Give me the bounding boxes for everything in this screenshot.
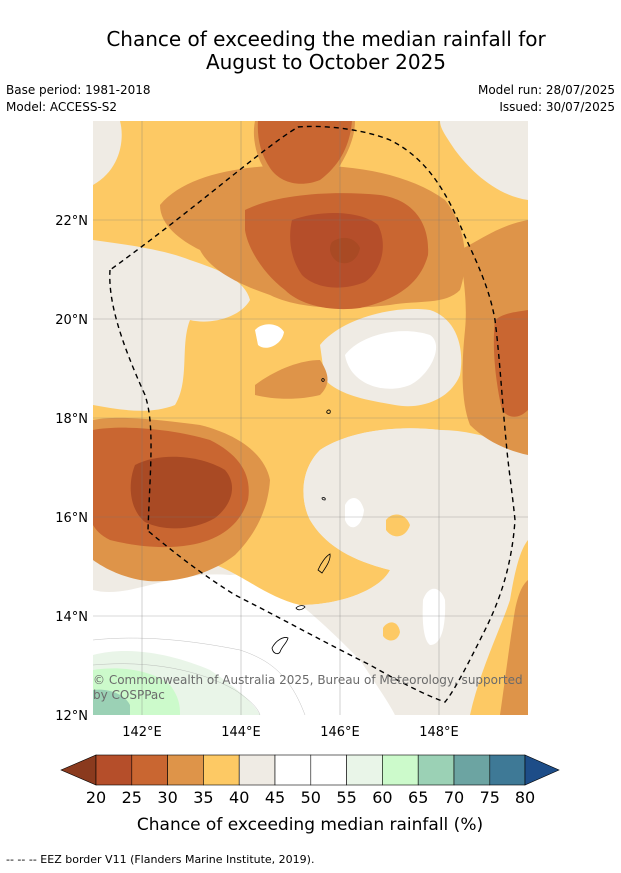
region-neutral-nw [93, 121, 122, 185]
lat-label-22n: 22°N [55, 214, 88, 229]
gridlines [93, 121, 528, 715]
title-line-2: August to October 2025 [205, 50, 447, 74]
meta-right: Model run: 28/07/2025 Issued: 30/07/2025 [478, 82, 615, 116]
copyright-line-2: by COSPPac [93, 688, 165, 702]
region-neutral-west [93, 240, 250, 411]
contour-lines [93, 637, 306, 715]
colorbar-bin-75-80 [489, 754, 526, 786]
colorbar-tick: 25 [122, 788, 142, 807]
colorbar-ticks: 20 25 30 35 40 45 50 55 60 65 70 75 80 [86, 788, 535, 807]
map-plot-area: © Commonwealth of Australia 2025, Bureau… [93, 121, 528, 715]
colorbar-bin-55-60 [346, 754, 383, 786]
region-25-west [130, 456, 233, 529]
lon-label-144e: 144°E [221, 725, 261, 740]
colorbar-tick: 70 [444, 788, 464, 807]
region-white-dot-2 [345, 498, 364, 528]
colorbar-label: Chance of exceeding median rainfall (%) [137, 815, 483, 835]
lon-label-148e: 148°E [419, 725, 459, 740]
region-orange-small [255, 360, 328, 399]
region-yellow-spot-1 [386, 514, 410, 537]
colorbar-tick: 40 [229, 788, 249, 807]
colorbar-tick: 75 [480, 788, 500, 807]
eez-border [109, 125, 516, 703]
lat-label-16n: 16°N [55, 511, 88, 526]
lat-axis: 22°N 20°N 18°N 16°N 14°N 12°N [55, 214, 88, 724]
colorbar-tick: 65 [408, 788, 428, 807]
region-orange-southeast [500, 580, 528, 715]
lat-label-14n: 14°N [55, 610, 88, 625]
colorbar-over-arrow [524, 754, 560, 786]
colorbar-bin-70-75 [453, 754, 491, 786]
island-rota [295, 605, 306, 611]
colorbar-bin-65-70 [417, 754, 455, 786]
islands [271, 378, 331, 655]
rainfall-map: © Commonwealth of Australia 2025, Bureau… [55, 121, 560, 835]
colorbar-bin-30-35 [167, 754, 204, 786]
colorbar-tick: 30 [157, 788, 177, 807]
island-guam [271, 637, 289, 655]
region-white-small-2 [255, 324, 284, 348]
region-green-70 [93, 689, 130, 715]
colorbar-bin-45-50 [274, 754, 312, 786]
lat-label-18n: 18°N [55, 412, 88, 427]
lon-label-142e: 142°E [122, 725, 162, 740]
colorbar-under-arrow [60, 754, 97, 786]
colorbar-bin-35-40 [203, 754, 240, 786]
island-pagan [326, 409, 331, 414]
map-title: Chance of exceeding the median rainfall … [0, 28, 621, 74]
region-white-central-2 [345, 331, 437, 389]
model-run-text: Model run: 28/07/2025 [477, 83, 615, 97]
region-30-top [257, 121, 352, 184]
island-agrihan [321, 378, 325, 382]
copyright-line-1: © Commonwealth of Australia 2025, Bureau… [93, 673, 523, 687]
model-text: Model: ACCESS-S2 [6, 100, 118, 114]
lat-label-20n: 20°N [55, 313, 88, 328]
title-line-1: Chance of exceeding the median rainfall … [106, 27, 546, 51]
region-yellow-spot-2 [383, 622, 400, 641]
region-white-east-2 [422, 588, 446, 645]
colorbar-tick: 50 [301, 788, 321, 807]
lon-label-146e: 146°E [320, 725, 360, 740]
island-saipan [317, 553, 331, 574]
colorbar-tick: 45 [265, 788, 285, 807]
colorbar-tick: 60 [372, 788, 392, 807]
issued-text: Issued: 30/07/2025 [499, 100, 615, 114]
colorbar-tick: 35 [193, 788, 213, 807]
colorbar-bin-25-30 [131, 754, 168, 786]
colorbar-bin-60-65 [382, 754, 419, 786]
lon-axis: 142°E 144°E 146°E 148°E [122, 725, 459, 740]
colorbar-tick: 55 [336, 788, 356, 807]
region-20-north [330, 237, 360, 264]
colorbar-bin-50-55 [310, 754, 347, 786]
region-orange-fleck [218, 193, 242, 202]
meta-left: Base period: 1981-2018 Model: ACCESS-S2 [6, 82, 151, 116]
island-anatahan [321, 497, 326, 501]
colorbar-tick: 20 [86, 788, 106, 807]
lat-label-12n: 12°N [55, 709, 88, 724]
colorbar-bin-20-25 [95, 754, 133, 786]
colorbar [60, 754, 560, 786]
eez-footnote: -- -- -- EEZ border V11 (Flanders Marine… [6, 853, 315, 866]
colorbar-tick: 80 [515, 788, 535, 807]
region-neutral-ne [440, 121, 528, 200]
base-period-text: Base period: 1981-2018 [6, 83, 151, 97]
colorbar-bin-40-45 [238, 754, 276, 786]
